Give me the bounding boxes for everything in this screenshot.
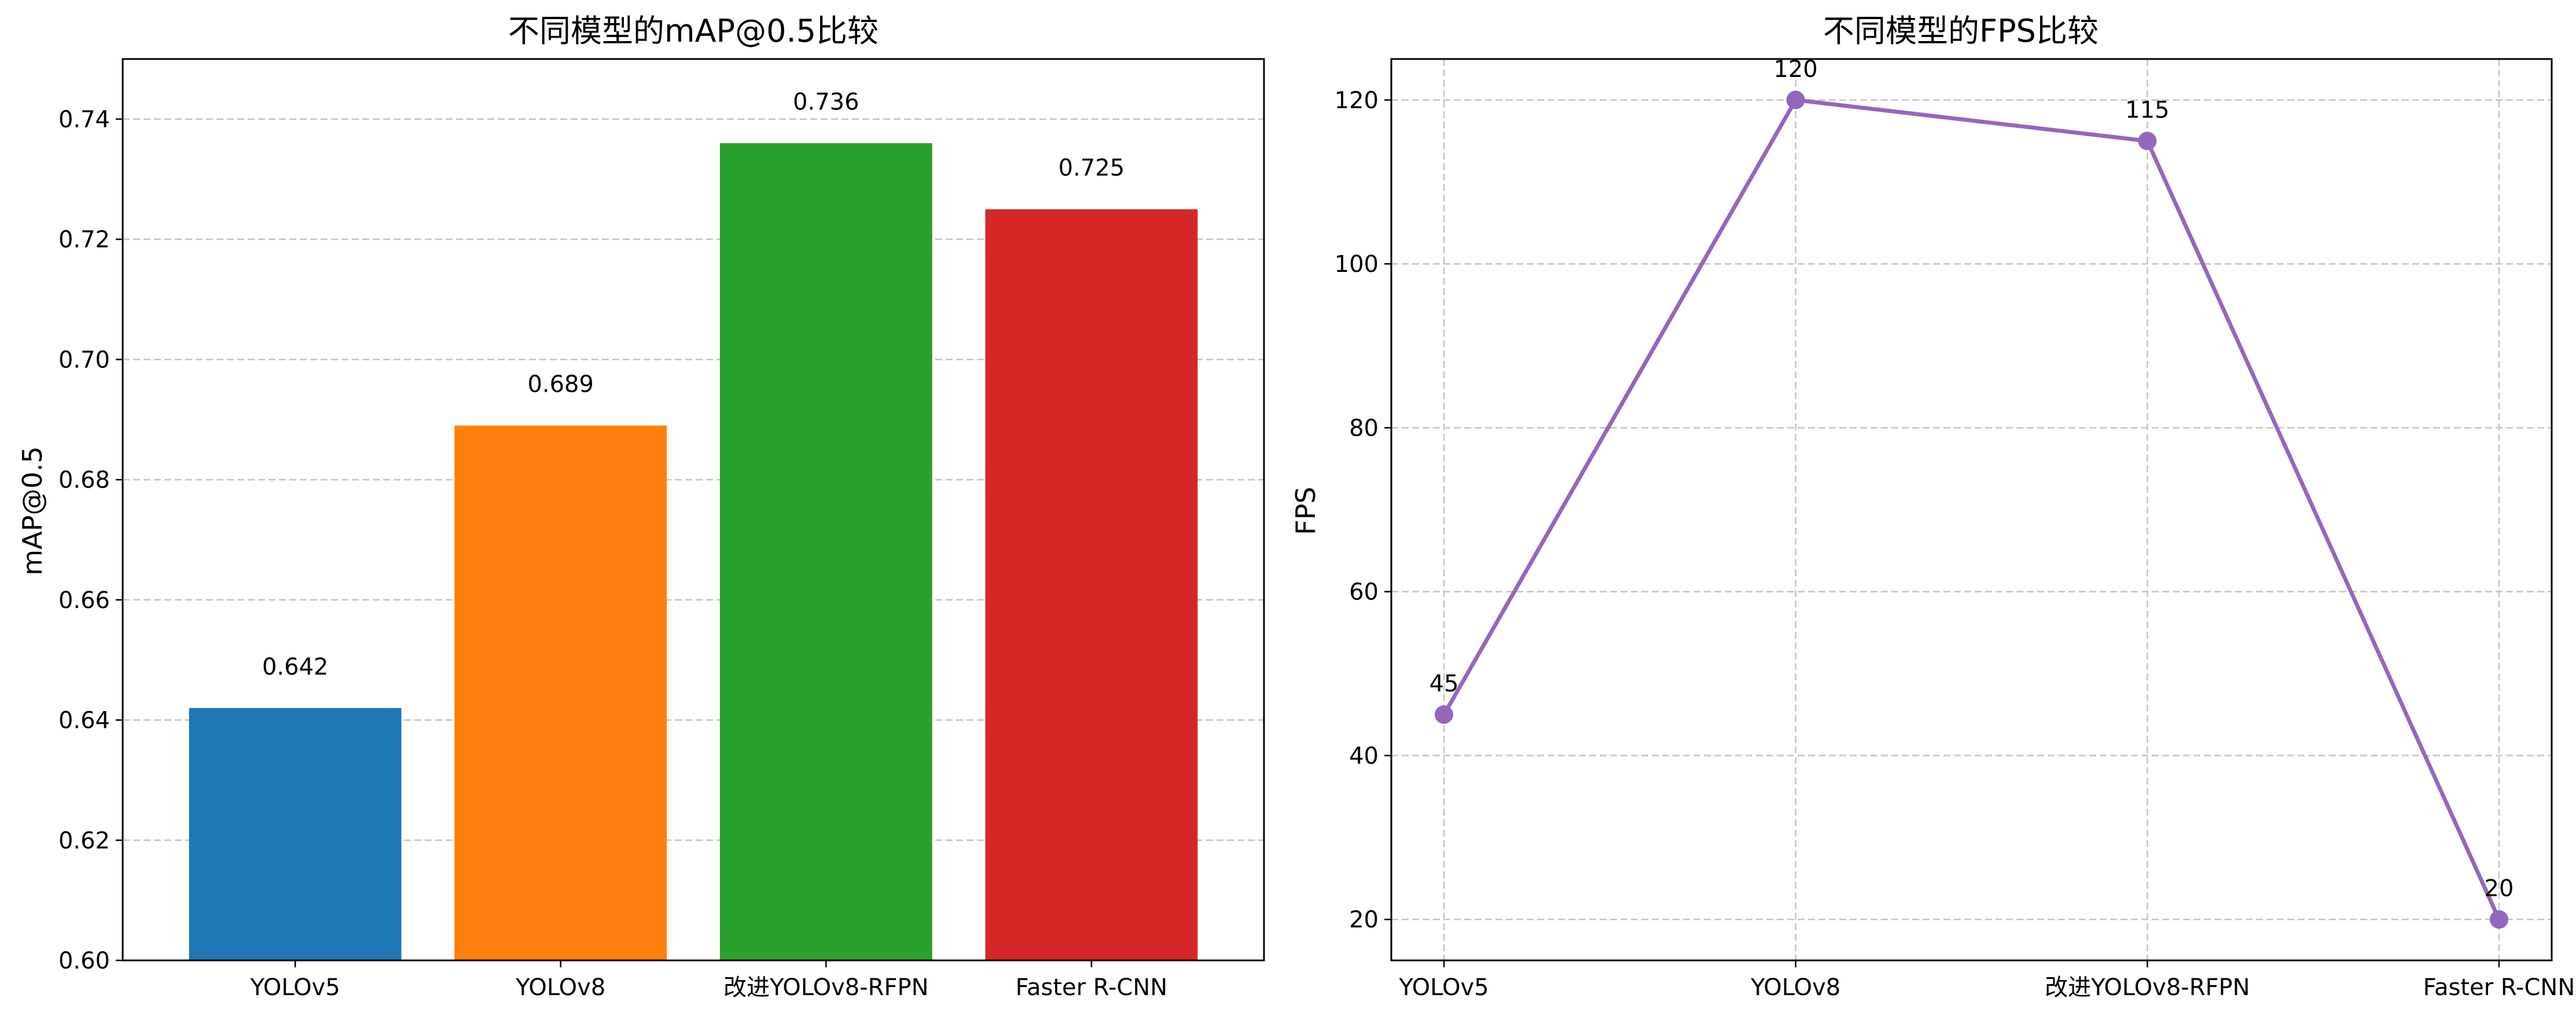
map-bar: [189, 708, 402, 960]
fps-value-label: 45: [1430, 671, 1459, 697]
map-x-tick-label: YOLOv5: [249, 974, 340, 1001]
fps-x-tick-label: Faster R-CNN: [2423, 974, 2575, 1001]
fps-plot-frame: [1390, 58, 2553, 962]
fps-value-labels: 45 120 115 20: [1430, 56, 2514, 902]
fps-gridlines: [1391, 59, 2552, 960]
map-y-axis-label: mAP@0.5: [17, 446, 48, 575]
map-value-labels: 0.642 0.689 0.736 0.725: [262, 89, 1125, 680]
map-y-tick-label: 0.62: [58, 827, 110, 854]
map-y-tick-label: 0.70: [58, 347, 110, 373]
map-bar-value-label: 0.642: [262, 654, 329, 680]
map-y-tick-label: 0.60: [58, 948, 110, 974]
fps-x-tick-label: YOLOv8: [1750, 974, 1840, 1001]
fps-y-tick-label: 100: [1335, 251, 1379, 278]
map-x-tick-label: Faster R-CNN: [1016, 974, 1168, 1001]
fps-y-tick-label: 20: [1349, 907, 1379, 933]
fps-data-point: [2490, 910, 2508, 929]
fps-x-tick-label: 改进YOLOv8-RFPN: [2045, 974, 2250, 1001]
fps-y-tick-label: 60: [1349, 579, 1379, 606]
fps-chart: 不同模型的FPS比较 FPS 45 120 115 20 20 40 60 80 100 120…: [1290, 13, 2575, 1001]
map-x-ticks: YOLOv5 YOLOv8 改进YOLOv8-RFPN Faster R-CNN: [249, 960, 1167, 1001]
map-bar-value-label: 0.689: [527, 371, 594, 398]
map-y-tick-label: 0.66: [58, 587, 110, 614]
map-plot-frame: [122, 58, 1265, 962]
fps-series-line: [1442, 98, 2501, 920]
map-bar-value-label: 0.736: [793, 89, 859, 115]
fps-value-label: 115: [2125, 97, 2169, 124]
map-x-tick-label: YOLOv8: [515, 974, 605, 1001]
fps-x-tick-label: YOLOv5: [1398, 974, 1489, 1001]
fps-value-label: 120: [1773, 56, 1817, 83]
fps-x-ticks: YOLOv5 YOLOv8 改进YOLOv8-RFPN Faster R-CNN: [1398, 960, 2575, 1001]
fps-y-axis-label: FPS: [1290, 487, 1321, 535]
fps-series: [1435, 90, 2508, 929]
map-bars: [189, 143, 1198, 961]
fps-data-point: [1786, 90, 1805, 109]
fps-value-label: 20: [2485, 875, 2514, 902]
fps-data-point: [2138, 131, 2157, 150]
map-bar: [719, 143, 932, 960]
map-y-tick-label: 0.68: [58, 467, 110, 494]
fps-chart-title: 不同模型的FPS比较: [1823, 13, 2099, 49]
fps-y-tick-label: 120: [1335, 87, 1379, 114]
map-x-tick-label: 改进YOLOv8-RFPN: [723, 974, 928, 1001]
map-y-tick-label: 0.74: [58, 106, 110, 133]
map-y-ticks: 0.60 0.62 0.64 0.66 0.68 0.70 0.72 0.74: [58, 106, 123, 974]
map-chart: 不同模型的mAP@0.5比较 mAP@0.5 0.6420.6890.7360.…: [17, 13, 1265, 1001]
fps-y-tick-label: 80: [1349, 415, 1379, 441]
map-y-tick-label: 0.64: [58, 708, 110, 734]
fps-y-ticks: 20 40 60 80 100 120: [1335, 87, 1391, 933]
map-y-tick-label: 0.72: [58, 227, 110, 253]
fps-data-point: [1435, 705, 1453, 724]
fps-y-tick-label: 40: [1349, 743, 1379, 769]
map-bar: [985, 209, 1198, 961]
map-bar-value-label: 0.725: [1059, 155, 1125, 182]
map-chart-title: 不同模型的mAP@0.5比较: [508, 13, 879, 49]
map-bar: [454, 425, 667, 960]
